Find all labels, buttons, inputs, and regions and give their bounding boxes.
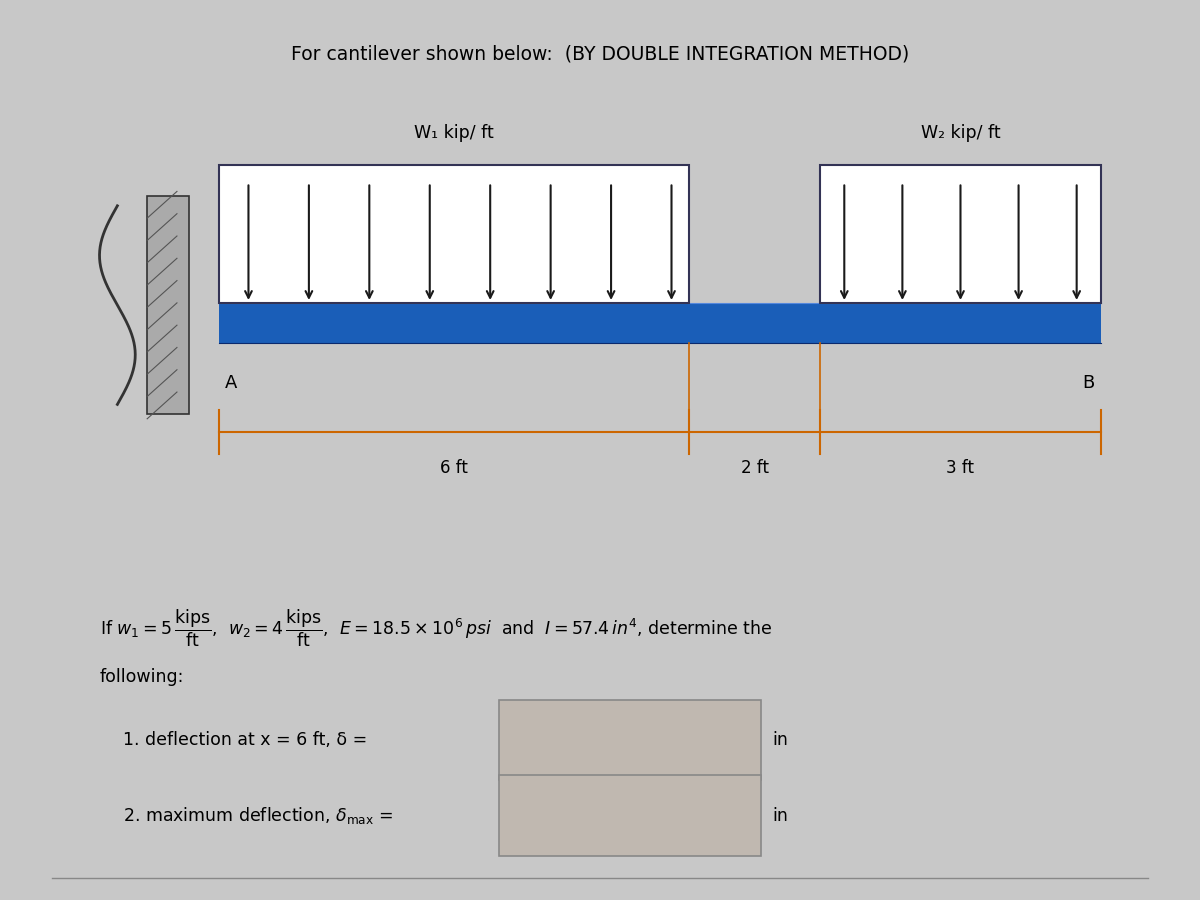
Text: following:: following: <box>100 669 184 687</box>
Text: 1. deflection at x = 6 ft, δ =: 1. deflection at x = 6 ft, δ = <box>124 731 367 749</box>
Text: If $w_1 = 5\,\dfrac{\mathrm{kips}}{\mathrm{ft}}$,  $w_2 = 4\,\dfrac{\mathrm{kips: If $w_1 = 5\,\dfrac{\mathrm{kips}}{\math… <box>100 608 772 649</box>
Bar <box>821 165 1100 303</box>
FancyBboxPatch shape <box>499 699 761 780</box>
Bar <box>218 165 689 303</box>
Text: For cantilever shown below:  (BY DOUBLE INTEGRATION METHOD): For cantilever shown below: (BY DOUBLE I… <box>290 44 910 63</box>
Bar <box>218 303 1100 343</box>
Text: W₁ kip/ ft: W₁ kip/ ft <box>414 124 494 142</box>
Text: A: A <box>224 374 236 392</box>
Text: 2. maximum deflection, $\delta_{\mathrm{max}}$ =: 2. maximum deflection, $\delta_{\mathrm{… <box>124 806 394 826</box>
Text: 2 ft: 2 ft <box>740 459 769 477</box>
FancyBboxPatch shape <box>499 776 761 856</box>
Text: W₂ kip/ ft: W₂ kip/ ft <box>920 124 1001 142</box>
Bar <box>148 196 188 414</box>
Text: in: in <box>773 806 788 824</box>
Text: in: in <box>773 731 788 749</box>
Text: B: B <box>1082 374 1094 392</box>
Text: 3 ft: 3 ft <box>947 459 974 477</box>
Text: 6 ft: 6 ft <box>440 459 468 477</box>
